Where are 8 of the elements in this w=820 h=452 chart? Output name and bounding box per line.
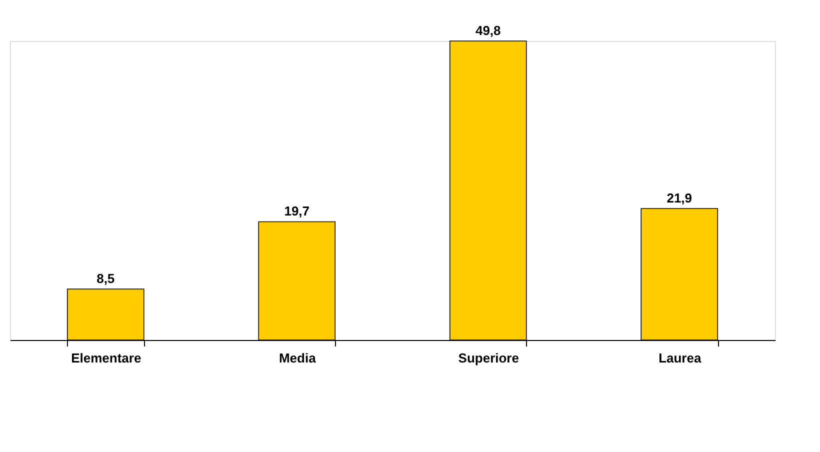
data-label: 49,8 (475, 23, 501, 38)
data-label: 21,9 (666, 190, 692, 206)
x-tick-label: Elementare (71, 350, 142, 366)
data-label: 8,5 (96, 270, 115, 286)
x-tick-label: Media (278, 350, 317, 366)
x-tick-label: Laurea (658, 350, 702, 366)
x-tick-label: Superiore (458, 350, 519, 366)
data-label: 19,7 (284, 204, 310, 219)
